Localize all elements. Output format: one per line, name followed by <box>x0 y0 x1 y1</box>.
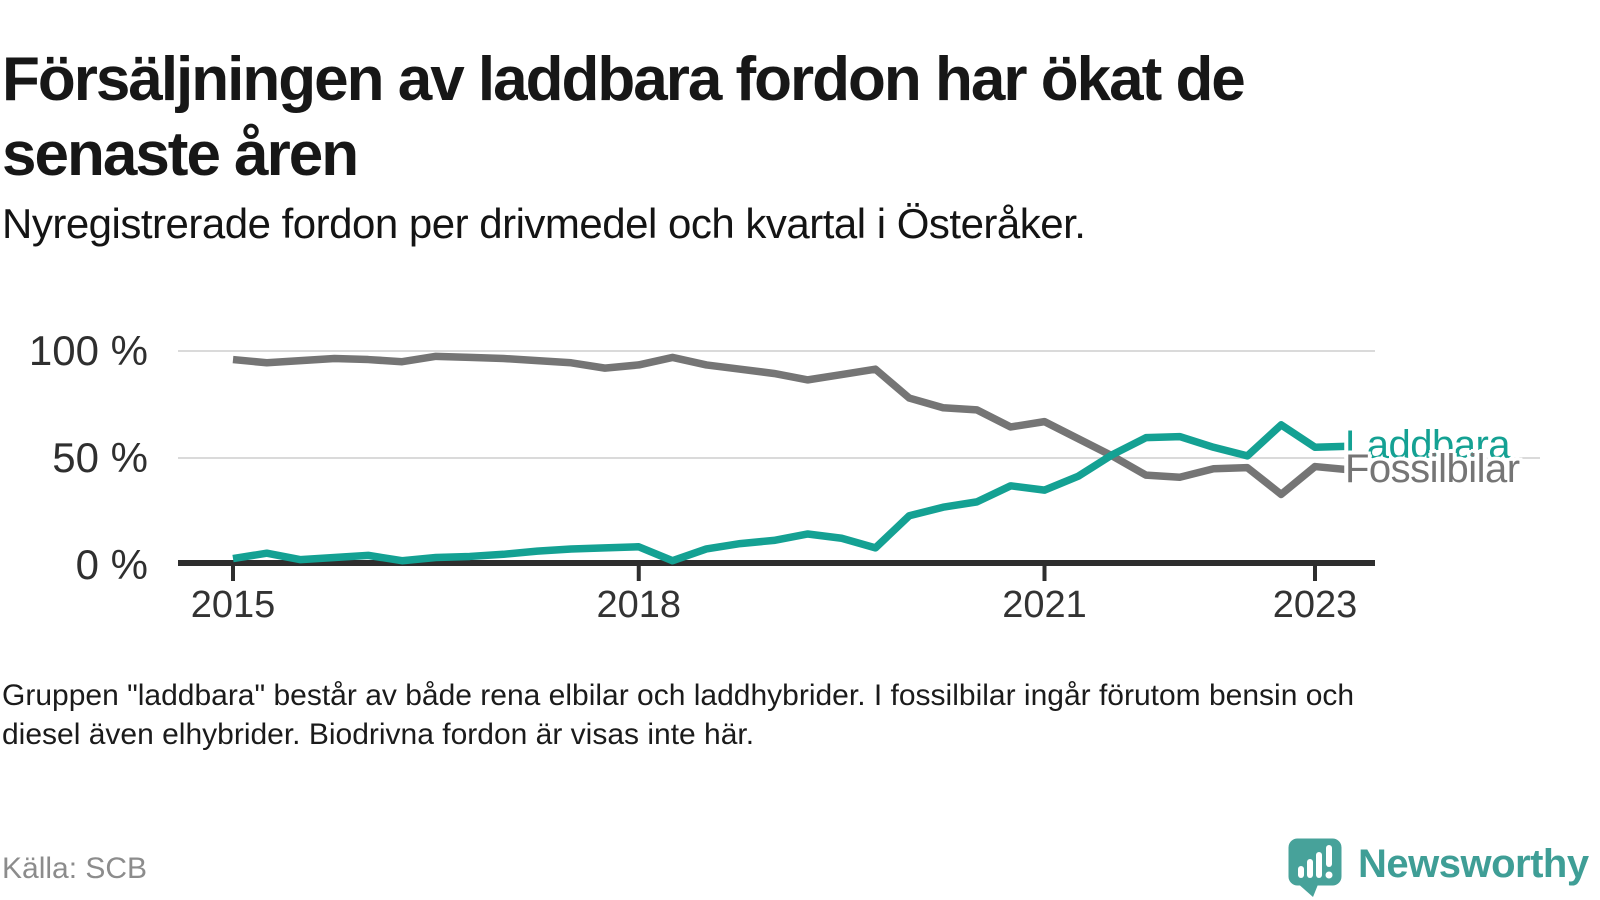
series-line-laddbara <box>232 421 1349 565</box>
chart-svg <box>178 350 1540 581</box>
footnote: Gruppen "laddbara" består av både rena e… <box>2 679 1355 751</box>
page-title: Försäljningen av laddbara fordon har öka… <box>2 44 1246 190</box>
source-text: Källa: SCB <box>2 852 148 885</box>
chart-subtitle: Nyregistrerade fordon per drivmedel och … <box>2 200 1086 247</box>
series-line-fossilbilar <box>232 352 1350 499</box>
newsworthy-logo-icon <box>1288 838 1342 897</box>
newsworthy-logo-text: Newsworthy <box>1358 842 1589 886</box>
